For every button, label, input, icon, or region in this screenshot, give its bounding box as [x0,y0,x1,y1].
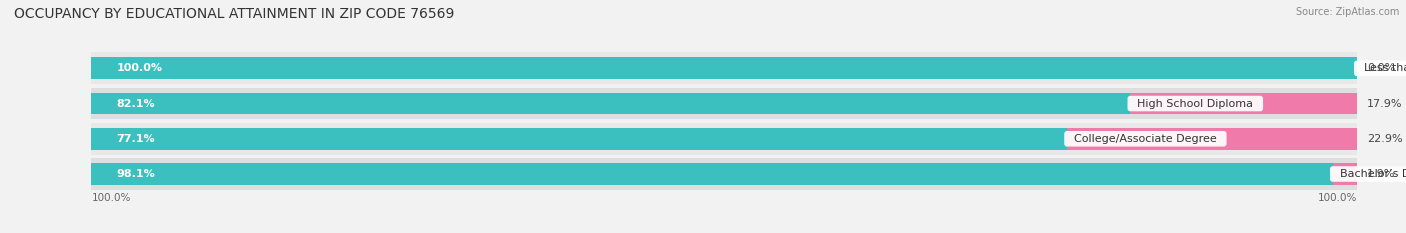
Bar [91,93,1130,114]
Bar [1130,93,1357,114]
Bar [91,57,1357,79]
Text: 82.1%: 82.1% [117,99,155,109]
Text: OCCUPANCY BY EDUCATIONAL ATTAINMENT IN ZIP CODE 76569: OCCUPANCY BY EDUCATIONAL ATTAINMENT IN Z… [14,7,454,21]
Text: 100.0%: 100.0% [117,63,163,73]
Text: High School Diploma: High School Diploma [1130,99,1260,109]
Bar [1333,163,1357,185]
Text: 100.0%: 100.0% [91,193,131,203]
Text: Bachelor’s Degree or higher: Bachelor’s Degree or higher [1333,169,1406,179]
Bar [1067,128,1357,150]
Text: 100.0%: 100.0% [1317,193,1357,203]
Text: 22.9%: 22.9% [1367,134,1403,144]
Bar [91,128,1067,150]
Text: 0.0%: 0.0% [1367,63,1395,73]
Text: 1.9%: 1.9% [1367,169,1395,179]
Bar [91,123,1357,155]
Bar [91,158,1357,190]
Text: 98.1%: 98.1% [117,169,156,179]
Text: 77.1%: 77.1% [117,134,155,144]
Bar [91,88,1357,119]
Text: Less than High School: Less than High School [1357,63,1406,73]
Text: College/Associate Degree: College/Associate Degree [1067,134,1223,144]
Bar [91,52,1357,84]
Bar [91,163,1333,185]
Text: Source: ZipAtlas.com: Source: ZipAtlas.com [1295,7,1399,17]
Text: 17.9%: 17.9% [1367,99,1402,109]
